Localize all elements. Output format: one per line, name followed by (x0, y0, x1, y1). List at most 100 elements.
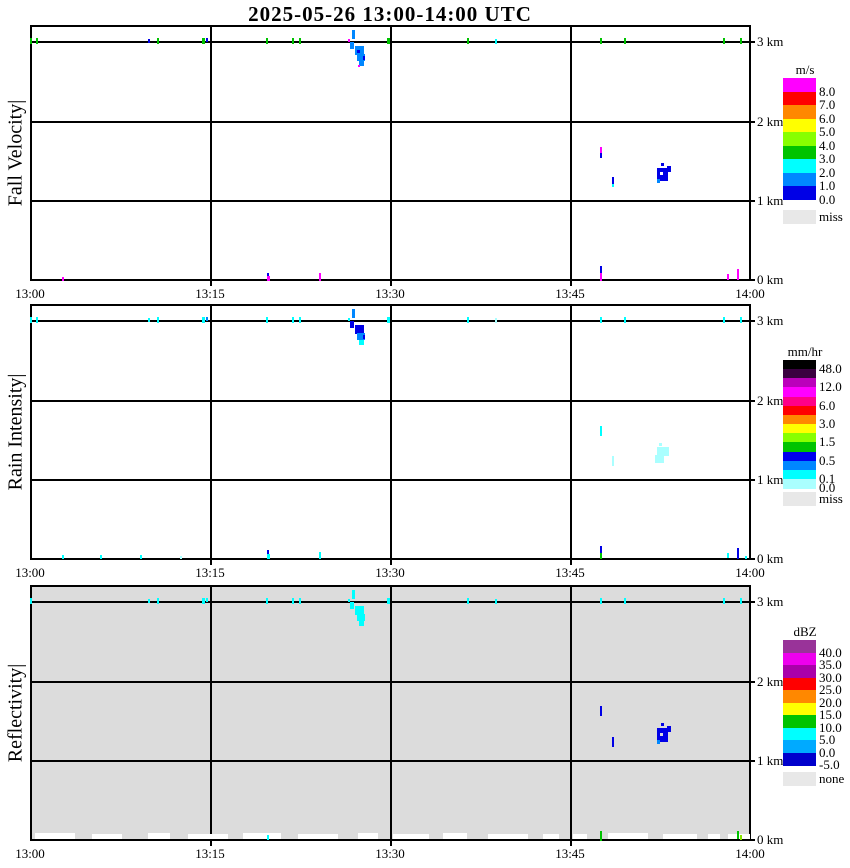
panel-border-left (30, 585, 32, 841)
data-point (299, 38, 301, 44)
data-point (206, 317, 208, 321)
data-point (600, 598, 602, 604)
x-axis-tick-label: 14:00 (735, 846, 765, 861)
legend-value-label: 6.0 (819, 110, 836, 126)
legend-swatch (783, 105, 816, 119)
data-point (488, 834, 528, 839)
data-point (727, 274, 729, 280)
data-point (600, 38, 602, 44)
legend-swatch (783, 118, 816, 133)
data-point (387, 38, 390, 44)
legend-swatch (783, 752, 816, 766)
data-point (202, 317, 205, 323)
data-point (600, 831, 602, 841)
legend-swatch (783, 414, 816, 425)
data-point (624, 598, 626, 604)
data-point (663, 834, 697, 839)
legend-value-label: 3.0 (819, 151, 836, 166)
legend-value-label: 7.0 (819, 97, 836, 112)
data-point (348, 318, 350, 321)
legend-swatch (783, 690, 816, 703)
data-point (357, 614, 365, 621)
data-point (92, 834, 122, 839)
legend-swatch (783, 442, 816, 452)
tick-mark (210, 841, 212, 846)
legend-missing-swatch (783, 492, 816, 506)
tick-mark (751, 601, 755, 603)
legend-swatch (783, 132, 816, 146)
data-point (624, 317, 626, 323)
data-point (363, 56, 365, 60)
grid-line-vertical (210, 304, 212, 560)
legend-swatch (783, 433, 816, 443)
data-point (319, 273, 321, 281)
legend-value-label: 30.0 (819, 669, 842, 685)
data-point (157, 317, 159, 323)
tick-mark (390, 281, 392, 286)
legend-value-label: 6.0 (819, 397, 836, 413)
legend-value-label: 48.0 (819, 361, 842, 377)
panel-ylabel: Rain Intensity| (4, 373, 27, 491)
data-point (600, 273, 602, 281)
data-point (467, 598, 469, 604)
data-point (202, 598, 205, 604)
legend-swatch (783, 665, 816, 678)
data-point (350, 42, 354, 49)
tick-mark (570, 281, 572, 286)
data-point (600, 147, 602, 153)
data-point (608, 833, 648, 839)
data-point (148, 318, 150, 322)
tick-mark (751, 839, 755, 841)
data-point (667, 726, 671, 732)
data-point (387, 598, 390, 604)
data-point (319, 552, 321, 559)
grid-line-vertical (570, 304, 572, 560)
data-point (100, 555, 102, 559)
data-point (350, 602, 354, 609)
tick-mark (210, 306, 212, 311)
grid-line-vertical (210, 25, 212, 281)
legend-swatch (783, 396, 816, 407)
data-point (660, 172, 663, 175)
data-point (206, 38, 208, 42)
legend-title: dBZ (793, 624, 817, 639)
legend-swatch (783, 715, 816, 728)
data-point (573, 834, 587, 839)
data-point (659, 443, 662, 446)
legend-title: m/s (795, 62, 815, 77)
data-point (495, 599, 497, 604)
tick-mark (570, 306, 572, 311)
legend-value-label: 3.0 (819, 416, 836, 432)
tick-mark (570, 587, 572, 592)
grid-line-vertical (390, 585, 392, 841)
data-point (243, 833, 281, 839)
legend-value-label: 40.0 (819, 644, 842, 660)
y-axis-tick-label: 2 km (757, 114, 784, 129)
panel-border-right (749, 304, 751, 560)
x-axis-tick-label: 13:00 (15, 846, 45, 861)
legend-title: mm/hr (787, 344, 823, 359)
data-point (292, 38, 294, 44)
x-axis-tick-label: 13:15 (195, 286, 225, 301)
data-point (36, 38, 38, 44)
data-point (357, 54, 365, 61)
legend-value-label: 1.5 (819, 434, 836, 450)
data-point (728, 834, 750, 839)
grid-line-vertical (210, 585, 212, 841)
data-point (359, 340, 364, 345)
legend-value-label: 0.5 (819, 452, 836, 468)
tick-mark (390, 306, 392, 311)
legend-swatch (783, 478, 816, 489)
x-axis-tick-label: 14:00 (735, 286, 765, 301)
y-axis-tick-label: 0 km (757, 551, 784, 566)
legend-swatch (783, 91, 816, 106)
x-axis-tick-label: 13:45 (555, 846, 585, 861)
legend-value-label: 0.0 (819, 191, 836, 207)
data-point (600, 153, 602, 158)
legend-swatch (783, 78, 816, 92)
data-point (299, 598, 301, 604)
data-point (350, 321, 354, 328)
tick-mark (210, 560, 212, 565)
data-point (267, 273, 269, 276)
data-point (737, 831, 739, 839)
